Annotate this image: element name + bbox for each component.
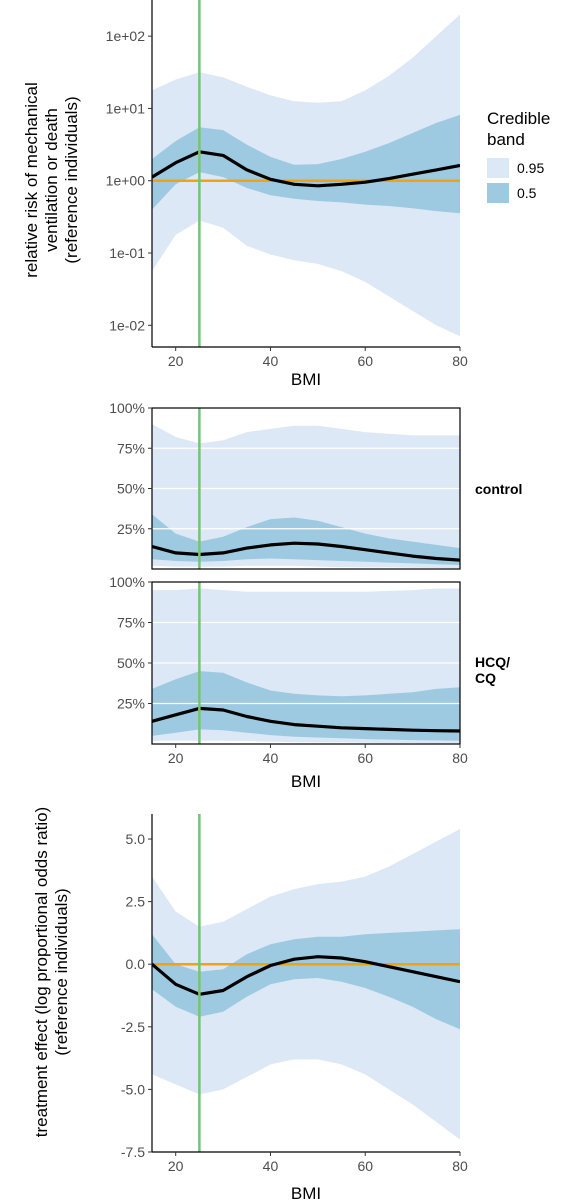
x-tick-label-hcq-0: 20	[168, 750, 184, 766]
y-tick-label-top-3: 1e+01	[106, 100, 146, 116]
plot-area-control	[152, 408, 460, 569]
y-tick-label-bottom-3: 0.0	[126, 956, 146, 972]
panel-top: 1e-02 1e-01 1e+00 1e+01 1e+02 20 40 60 80	[106, 0, 468, 369]
x-tick-label-bottom-1: 40	[263, 1158, 279, 1174]
x-tick-label-hcq-3: 80	[452, 750, 468, 766]
y-tick-label-hcq-3: 100%	[109, 574, 145, 590]
x-tick-label-bottom-3: 80	[452, 1158, 468, 1174]
legend-key-95	[487, 158, 509, 178]
x-tick-label-bottom-2: 60	[357, 1158, 373, 1174]
y-tick-label-control-3: 100%	[109, 400, 145, 416]
top-y-axis-title-line2: ventilation or death	[42, 108, 61, 252]
band-95-bottom	[152, 829, 460, 1140]
legend-label-95: 0.95	[517, 160, 544, 176]
bottom-y-axis-title: treatment effect (log proportional odds …	[32, 807, 71, 1137]
y-tick-label-top-2: 1e+00	[106, 173, 146, 189]
median-line-top	[152, 150, 460, 188]
median-line-control	[152, 541, 460, 562]
x-tick-label-hcq-1: 40	[263, 750, 279, 766]
bottom-x-axis-title: BMI	[291, 1184, 321, 1203]
band-50-bottom	[152, 929, 460, 1030]
y-tick-label-top-4: 1e+02	[106, 28, 146, 44]
x-tick-label-bottom-0: 20	[168, 1158, 184, 1174]
strip-label-hcq-line2: CQ	[475, 670, 496, 686]
middle-x-axis-title: BMI	[291, 772, 321, 791]
band-95-control	[152, 424, 460, 569]
legend-title-line1: Credible	[487, 109, 550, 128]
plot-area-hcq	[152, 582, 460, 744]
y-tick-label-top-0: 1e-02	[109, 317, 145, 333]
y-tick-label-bottom-1: -5.0	[121, 1081, 145, 1097]
x-tick-label-top-0: 20	[168, 353, 184, 369]
y-tick-label-control-2: 75%	[117, 440, 145, 456]
y-tick-label-bottom-5: 5.0	[126, 831, 146, 847]
y-tick-label-bottom-0: -7.5	[121, 1144, 145, 1160]
y-tick-label-bottom-2: -2.5	[121, 1019, 145, 1035]
bottom-y-axis-title-line1: treatment effect (log proportional odds …	[32, 807, 51, 1137]
x-tick-label-hcq-2: 60	[357, 750, 373, 766]
top-y-axis-title: relative risk of mechanical ventilation …	[22, 82, 81, 278]
legend-label-50: 0.5	[517, 185, 537, 201]
top-y-axis-title-line1: relative risk of mechanical	[22, 82, 41, 278]
panel-control: 25% 50% 75% 100%	[109, 400, 461, 570]
y-tick-label-hcq-0: 25%	[117, 696, 145, 712]
y-tick-label-control-1: 50%	[117, 481, 145, 497]
band-50-hcq	[152, 671, 460, 741]
panel-bottom: -7.5 -5.0 -2.5 0.0 2.5 5.0 20 40 60 80	[121, 814, 468, 1174]
y-tick-label-hcq-1: 50%	[117, 655, 145, 671]
y-tick-label-hcq-2: 75%	[117, 615, 145, 631]
x-tick-label-top-1: 40	[263, 353, 279, 369]
legend-key-50	[487, 183, 509, 203]
legend: Credible band 0.95 0.5	[487, 109, 550, 203]
bottom-y-axis-title-line2: (reference individuals)	[52, 888, 71, 1055]
top-y-axis-title-line3: (reference individuals)	[62, 96, 81, 263]
strip-label-hcq-line1: HCQ/	[475, 654, 510, 670]
y-tick-label-control-0: 25%	[117, 521, 145, 537]
top-x-axis-title: BMI	[291, 370, 321, 389]
plot-area-bottom	[152, 814, 460, 1152]
y-tick-label-top-1: 1e-01	[109, 245, 145, 261]
legend-title-line2: band	[487, 130, 525, 149]
panel-hcq: 25% 50% 75% 100% 20 40 60 80	[109, 574, 468, 766]
x-tick-label-top-3: 80	[452, 353, 468, 369]
band-50-top	[152, 114, 460, 214]
x-tick-label-top-2: 60	[357, 353, 373, 369]
median-line-hcq	[152, 706, 460, 733]
y-tick-label-bottom-4: 2.5	[126, 894, 146, 910]
median-line-bottom	[152, 955, 460, 996]
strip-label-control: control	[475, 481, 522, 497]
plot-area-top	[152, 0, 460, 347]
